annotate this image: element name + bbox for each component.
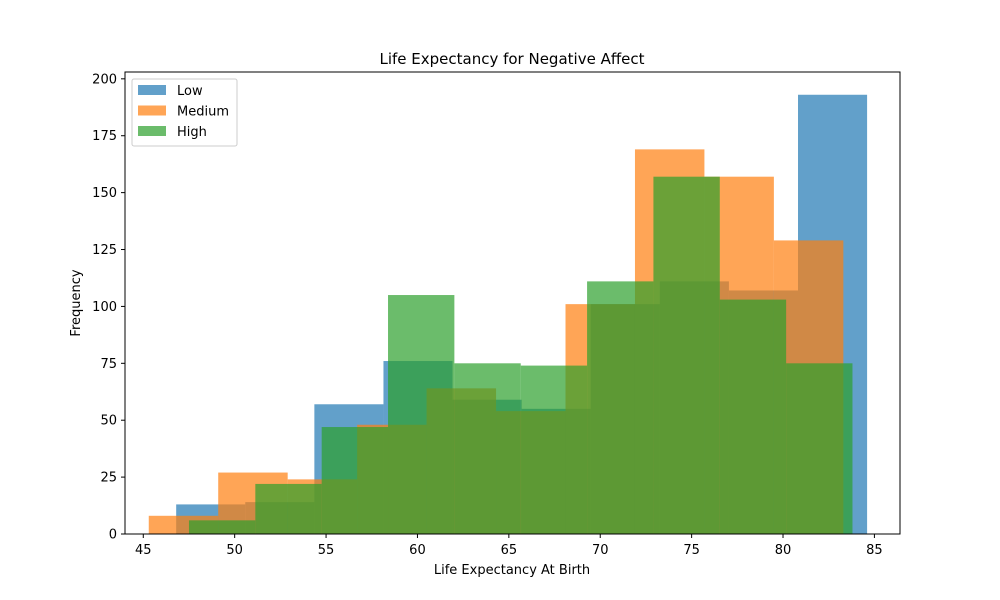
bar-high-9 [786,363,853,534]
x-tick-label: 65 [501,543,518,558]
y-tick-label: 75 [100,357,117,372]
x-tick-label: 80 [775,543,792,558]
legend-label-medium: Medium [177,105,229,120]
bar-high-2 [321,427,389,534]
x-axis-label: Life Expectancy At Birth [434,563,590,578]
bar-high-0 [188,520,256,534]
legend-swatch-low [138,85,166,95]
y-axis-label: Frequency [69,269,84,336]
x-axis-ticks: 45 50 55 60 65 70 75 80 85 [135,534,883,558]
legend-swatch-medium [138,105,166,116]
bar-high-8 [719,299,787,534]
x-tick-label: 45 [135,543,152,558]
legend-swatch-high [138,126,166,136]
y-tick-label: 100 [92,300,117,315]
bars-layer [148,94,868,535]
bar-high-6 [587,281,654,534]
bar-high-5 [520,365,588,534]
bar-high-1 [255,483,322,534]
y-tick-label: 125 [92,243,117,258]
x-tick-label: 50 [226,543,243,558]
y-axis-ticks: 0 25 50 75 100 125 150 175 200 [92,72,125,543]
series-high [188,176,853,535]
x-tick-label: 60 [409,543,426,558]
legend-label-high: High [177,125,207,140]
x-tick-label: 70 [592,543,609,558]
chart-title: Life Expectancy for Negative Affect [379,50,644,68]
y-tick-label: 0 [109,528,117,543]
x-tick-label: 85 [866,543,883,558]
y-tick-label: 175 [92,129,117,144]
y-tick-label: 50 [100,414,117,429]
y-tick-label: 200 [92,72,117,87]
bar-high-4 [454,363,521,534]
plot-frame [124,71,901,535]
bar-high-7 [653,176,720,535]
x-tick-label: 55 [318,543,335,558]
y-tick-label: 150 [92,186,117,201]
bar-high-3 [388,295,455,534]
legend: Low Medium High [131,78,238,147]
legend-label-low: Low [177,84,203,99]
x-tick-label: 75 [683,543,700,558]
y-tick-label: 25 [100,471,117,486]
